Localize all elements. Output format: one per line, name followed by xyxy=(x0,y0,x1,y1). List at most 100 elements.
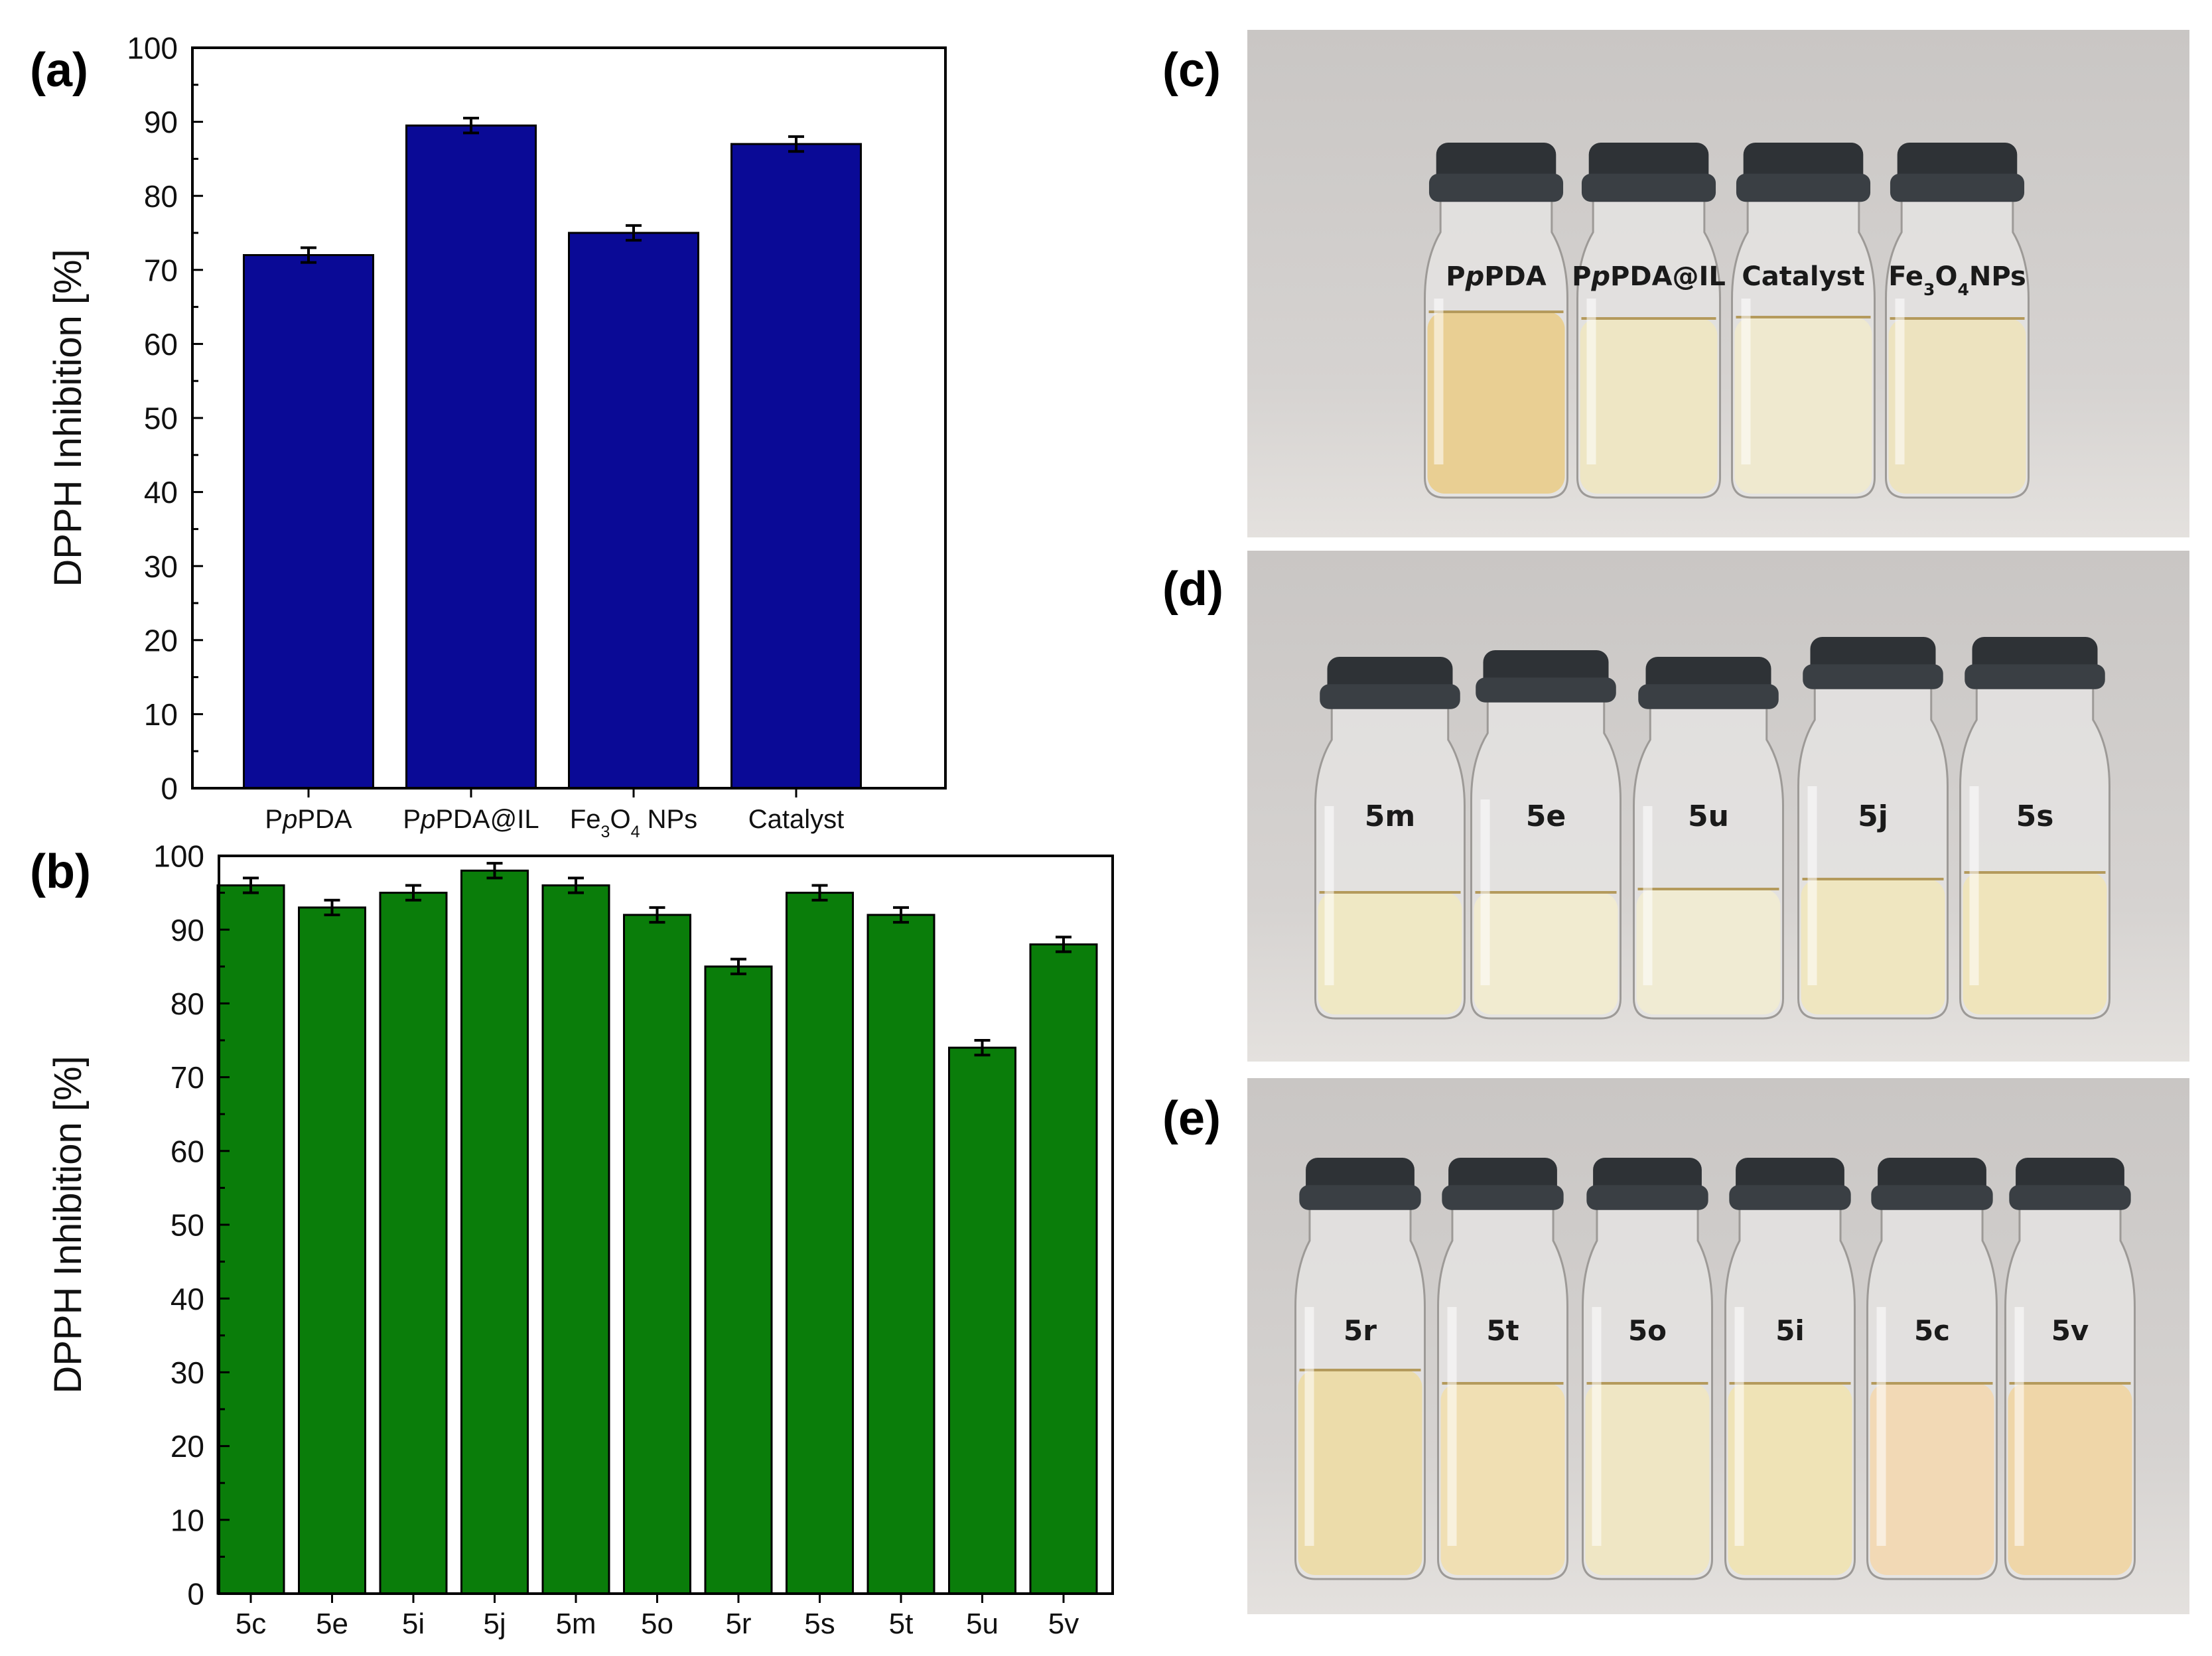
error-bar xyxy=(893,906,909,924)
panel-label-c: (c) xyxy=(1162,44,1221,97)
liquid xyxy=(1888,318,2026,494)
liquid xyxy=(1728,1383,1852,1575)
panel-label-d: (d) xyxy=(1162,563,1223,616)
error-bar xyxy=(486,862,503,880)
x-tick-label: 5u xyxy=(966,1608,999,1640)
liquid xyxy=(1440,1383,1565,1575)
y-tick-label: 90 xyxy=(144,105,178,139)
bar xyxy=(216,884,285,1595)
y-tick-label: 100 xyxy=(127,31,178,66)
y-tick-label: 0 xyxy=(187,1577,204,1612)
bar xyxy=(405,124,537,790)
vial xyxy=(1866,1158,1998,1580)
vial xyxy=(1582,1158,1713,1580)
liquid xyxy=(1474,892,1618,1014)
liquid xyxy=(1870,1383,1994,1575)
y-tick-label: 70 xyxy=(171,1060,204,1095)
y-tick-label: 50 xyxy=(171,1208,204,1243)
panel-label-b: (b) xyxy=(30,845,91,898)
vial xyxy=(1885,143,2030,499)
vial-label: 5u xyxy=(1688,799,1729,833)
vial xyxy=(1797,637,1949,1020)
x-tick-label: 5t xyxy=(889,1608,914,1640)
vial-photo-c: PpPDA PpPDA@IL Catalyst Fe3O4NPs xyxy=(1247,30,2189,537)
bar xyxy=(379,892,448,1595)
error-bar xyxy=(568,876,584,894)
bar xyxy=(866,914,935,1595)
error-bar xyxy=(1056,935,1071,953)
liquid xyxy=(1580,318,1718,494)
vial-label: 5v xyxy=(2051,1314,2089,1347)
vial-photo-e: 5r 5t 5o 5i 5c 5v xyxy=(1247,1078,2189,1614)
vial-photo-d: 5m 5e 5u 5j 5s xyxy=(1247,551,2189,1062)
x-tick-label: Fe3O4 NPs xyxy=(570,805,697,841)
error-bar xyxy=(974,1039,991,1057)
bar xyxy=(460,869,529,1595)
y-tick-label: 20 xyxy=(171,1429,204,1464)
liquid xyxy=(1801,879,1945,1014)
vial-label: PpPDA xyxy=(1446,261,1546,292)
y-tick-label: 90 xyxy=(171,913,204,947)
y-tick-label: 30 xyxy=(171,1355,204,1390)
vial xyxy=(1724,1158,1856,1580)
error-bar xyxy=(405,884,421,902)
vial xyxy=(1294,1158,1426,1580)
error-bar xyxy=(463,117,479,135)
error-bar xyxy=(649,906,665,924)
vial xyxy=(1424,143,1568,499)
x-tick-label: 5j xyxy=(483,1608,506,1640)
liquid xyxy=(1585,1383,1710,1575)
y-tick-label: 0 xyxy=(161,772,178,806)
vial-label: 5o xyxy=(1628,1314,1667,1347)
bar xyxy=(243,253,374,790)
x-tick-label: PpPDA@IL xyxy=(403,805,539,834)
vial-label: 5j xyxy=(1858,799,1888,833)
vial xyxy=(1576,143,1721,499)
panel-label-a: (a) xyxy=(30,44,88,97)
error-bar xyxy=(626,224,642,242)
y-tick-label: 40 xyxy=(171,1282,204,1316)
liquid xyxy=(1298,1370,1422,1575)
x-tick-label: PpPDA xyxy=(265,805,352,834)
vial xyxy=(1314,657,1466,1020)
vial-label: Catalyst xyxy=(1742,261,1864,292)
x-tick-label: 5r xyxy=(725,1608,751,1640)
vial xyxy=(1437,1158,1568,1580)
chart-b: 5c 5e 5i 5j 5m 5o 5r 5s 5t 5u 5v 0 10 20 30 40 50 60 70 80 9… xyxy=(46,839,1114,1640)
x-tick-label: 5o xyxy=(641,1608,673,1640)
bar xyxy=(298,906,366,1595)
error-bar xyxy=(301,246,316,264)
liquid xyxy=(1636,889,1781,1014)
liquid xyxy=(1963,872,2107,1014)
vial-label: 5c xyxy=(1914,1314,1950,1347)
x-tick-label: 5s xyxy=(804,1608,835,1640)
vial-label: Fe3O4NPs xyxy=(1888,261,2026,299)
y-tick-label: 50 xyxy=(144,401,178,436)
vial xyxy=(1470,650,1622,1020)
error-bar xyxy=(811,884,828,902)
error-bar xyxy=(730,957,746,975)
x-tick-label: 5v xyxy=(1048,1608,1079,1640)
error-bar xyxy=(243,876,259,894)
liquid xyxy=(1427,312,1565,494)
vial-label: 5r xyxy=(1344,1314,1377,1347)
x-tick-label: 5e xyxy=(316,1608,348,1640)
x-tick-label: 5c xyxy=(236,1608,266,1640)
liquid xyxy=(2008,1383,2132,1575)
y-tick-label: 80 xyxy=(144,179,178,214)
y-tick-label: 80 xyxy=(171,987,204,1021)
x-tick-label: Catalyst xyxy=(748,805,845,834)
bar xyxy=(948,1046,1016,1595)
bar xyxy=(1029,943,1098,1595)
vial-label: 5m xyxy=(1365,799,1415,833)
panel-label-e: (e) xyxy=(1162,1092,1221,1145)
vial xyxy=(1731,143,1876,499)
liquid xyxy=(1318,892,1462,1014)
vial-label: 5e xyxy=(1526,799,1566,833)
y-axis-label: DPPH Inhibition [%] xyxy=(46,249,90,586)
liquid xyxy=(1734,317,1872,494)
vial-label: PpPDA@IL xyxy=(1572,261,1726,292)
y-tick-label: 60 xyxy=(144,327,178,362)
bar xyxy=(730,143,862,790)
